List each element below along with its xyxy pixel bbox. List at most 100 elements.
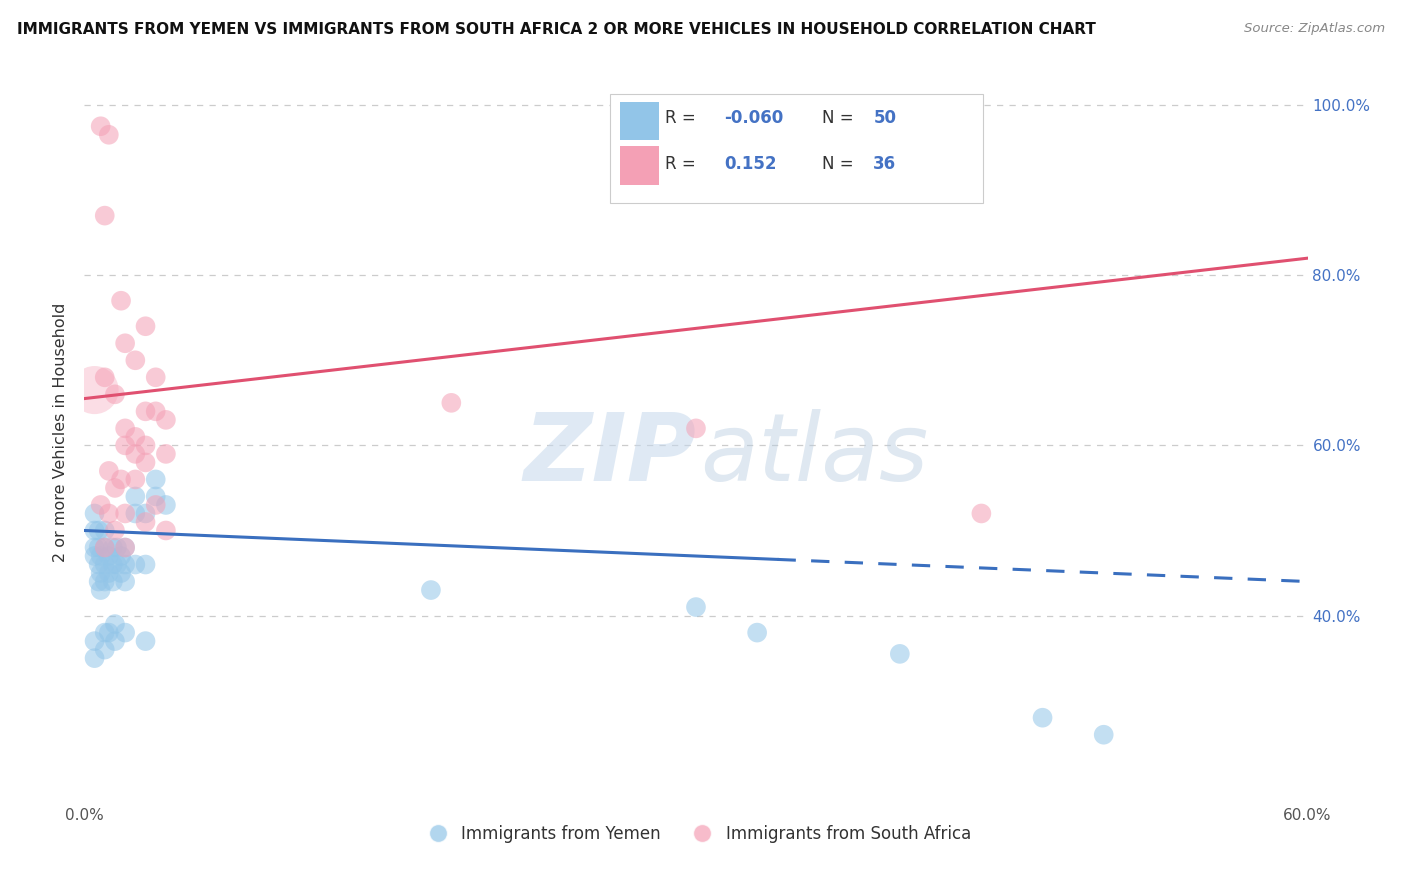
Point [83, 524, 105, 538]
Point [124, 472, 146, 486]
Point [145, 472, 167, 486]
Point [114, 558, 136, 572]
Point [97, 625, 120, 640]
Point [135, 438, 157, 452]
Point [93, 625, 115, 640]
Point [124, 430, 146, 444]
Point [93, 541, 115, 555]
Point [87, 524, 110, 538]
Point [97, 128, 120, 142]
Point [110, 472, 132, 486]
Point [93, 524, 115, 538]
Point [97, 507, 120, 521]
Point [104, 481, 127, 495]
Point [145, 498, 167, 512]
Point [83, 541, 105, 555]
Point [104, 634, 127, 648]
Point [104, 617, 127, 632]
Point [124, 353, 146, 368]
Point [747, 625, 769, 640]
FancyBboxPatch shape [620, 146, 659, 185]
Point [110, 566, 132, 580]
Point [101, 541, 124, 555]
Point [90, 566, 112, 580]
Point [104, 387, 127, 401]
Point [105, 558, 128, 572]
Point [970, 507, 993, 521]
Point [145, 490, 167, 504]
Point [93, 541, 115, 555]
FancyBboxPatch shape [620, 102, 659, 140]
Point [90, 120, 112, 134]
Point [114, 541, 136, 555]
Point [97, 549, 120, 563]
Point [87, 558, 110, 572]
Text: N =: N = [823, 109, 859, 127]
Point [135, 558, 157, 572]
Point [83, 507, 105, 521]
Point [83, 549, 105, 563]
Text: IMMIGRANTS FROM YEMEN VS IMMIGRANTS FROM SOUTH AFRICA 2 OR MORE VEHICLES IN HOUS: IMMIGRANTS FROM YEMEN VS IMMIGRANTS FROM… [17, 22, 1095, 37]
Text: 36: 36 [873, 155, 897, 173]
Point [124, 447, 146, 461]
Point [114, 574, 136, 589]
Point [101, 558, 124, 572]
Point [1032, 711, 1054, 725]
Point [101, 574, 124, 589]
Text: ZIP: ZIP [523, 409, 696, 500]
Point [87, 574, 110, 589]
Point [87, 541, 110, 555]
Point [135, 404, 157, 418]
Point [124, 507, 146, 521]
Point [420, 582, 443, 597]
Point [155, 524, 177, 538]
Point [110, 293, 132, 308]
Point [889, 647, 911, 661]
Point [105, 541, 128, 555]
Point [83, 651, 105, 665]
Point [145, 370, 167, 384]
Point [93, 558, 115, 572]
Point [114, 336, 136, 351]
Point [114, 438, 136, 452]
Text: R =: R = [665, 155, 702, 173]
Point [93, 370, 115, 384]
Point [114, 421, 136, 435]
Point [114, 625, 136, 640]
Point [155, 413, 177, 427]
Point [685, 600, 707, 615]
Text: 50: 50 [873, 109, 897, 127]
Point [155, 447, 177, 461]
Point [104, 524, 127, 538]
Point [93, 642, 115, 657]
Y-axis label: 2 or more Vehicles in Household: 2 or more Vehicles in Household [53, 303, 69, 562]
Text: atlas: atlas [700, 409, 928, 500]
Point [135, 515, 157, 529]
Point [97, 566, 120, 580]
Point [124, 490, 146, 504]
Point [83, 634, 105, 648]
Point [440, 396, 463, 410]
Text: 0.152: 0.152 [724, 155, 776, 173]
Point [135, 507, 157, 521]
Point [90, 549, 112, 563]
Point [97, 464, 120, 478]
Point [110, 549, 132, 563]
Point [114, 541, 136, 555]
Point [135, 634, 157, 648]
Legend: Immigrants from Yemen, Immigrants from South Africa: Immigrants from Yemen, Immigrants from S… [415, 819, 977, 850]
Point [93, 209, 115, 223]
FancyBboxPatch shape [610, 94, 983, 203]
Point [135, 455, 157, 469]
Point [114, 507, 136, 521]
Point [90, 498, 112, 512]
Text: N =: N = [823, 155, 859, 173]
Point [90, 582, 112, 597]
Point [155, 498, 177, 512]
Point [145, 404, 167, 418]
Point [93, 574, 115, 589]
Text: R =: R = [665, 109, 702, 127]
Point [135, 319, 157, 334]
Point [83, 383, 105, 397]
Point [124, 558, 146, 572]
